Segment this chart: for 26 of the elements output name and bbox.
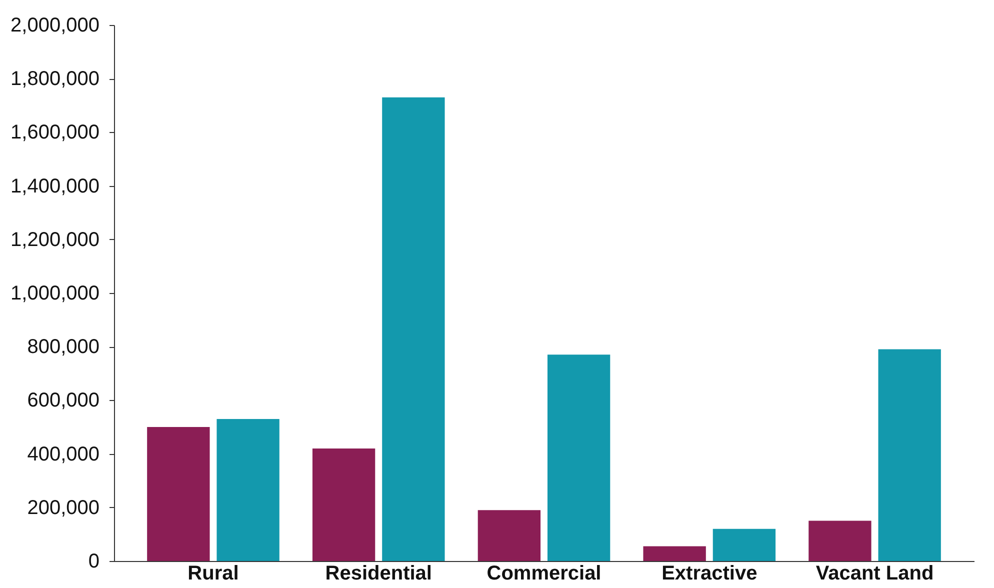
x-tick-label: Rural	[188, 562, 239, 584]
y-tick-label: 200,000	[27, 496, 100, 519]
bar	[312, 448, 376, 561]
bar	[478, 510, 541, 561]
bar	[547, 354, 610, 561]
bar	[712, 528, 776, 561]
y-tick-label: 1,200,000	[10, 228, 100, 251]
bar	[382, 97, 445, 561]
bar	[147, 427, 210, 561]
bar	[808, 520, 872, 561]
bar	[878, 349, 941, 561]
bar	[216, 418, 280, 561]
x-tick-label: Residential	[325, 562, 432, 584]
y-tick-label: 0	[88, 550, 100, 572]
y-tick-label: 1,600,000	[10, 122, 100, 144]
y-tick-label: 1,400,000	[10, 175, 100, 198]
x-tick-label: Vacant Land	[816, 562, 934, 584]
y-tick-label: 1,800,000	[10, 68, 100, 90]
y-tick-label: 1,000,000	[10, 282, 100, 304]
bar	[643, 546, 706, 561]
y-tick-label: 600,000	[27, 390, 100, 412]
y-tick-label: 2,000,000	[10, 14, 100, 36]
y-tick-label: 400,000	[27, 443, 100, 466]
x-tick-label: Extractive	[662, 562, 758, 584]
y-tick-label: 800,000	[27, 336, 100, 358]
x-tick-label: Commercial	[486, 562, 602, 584]
